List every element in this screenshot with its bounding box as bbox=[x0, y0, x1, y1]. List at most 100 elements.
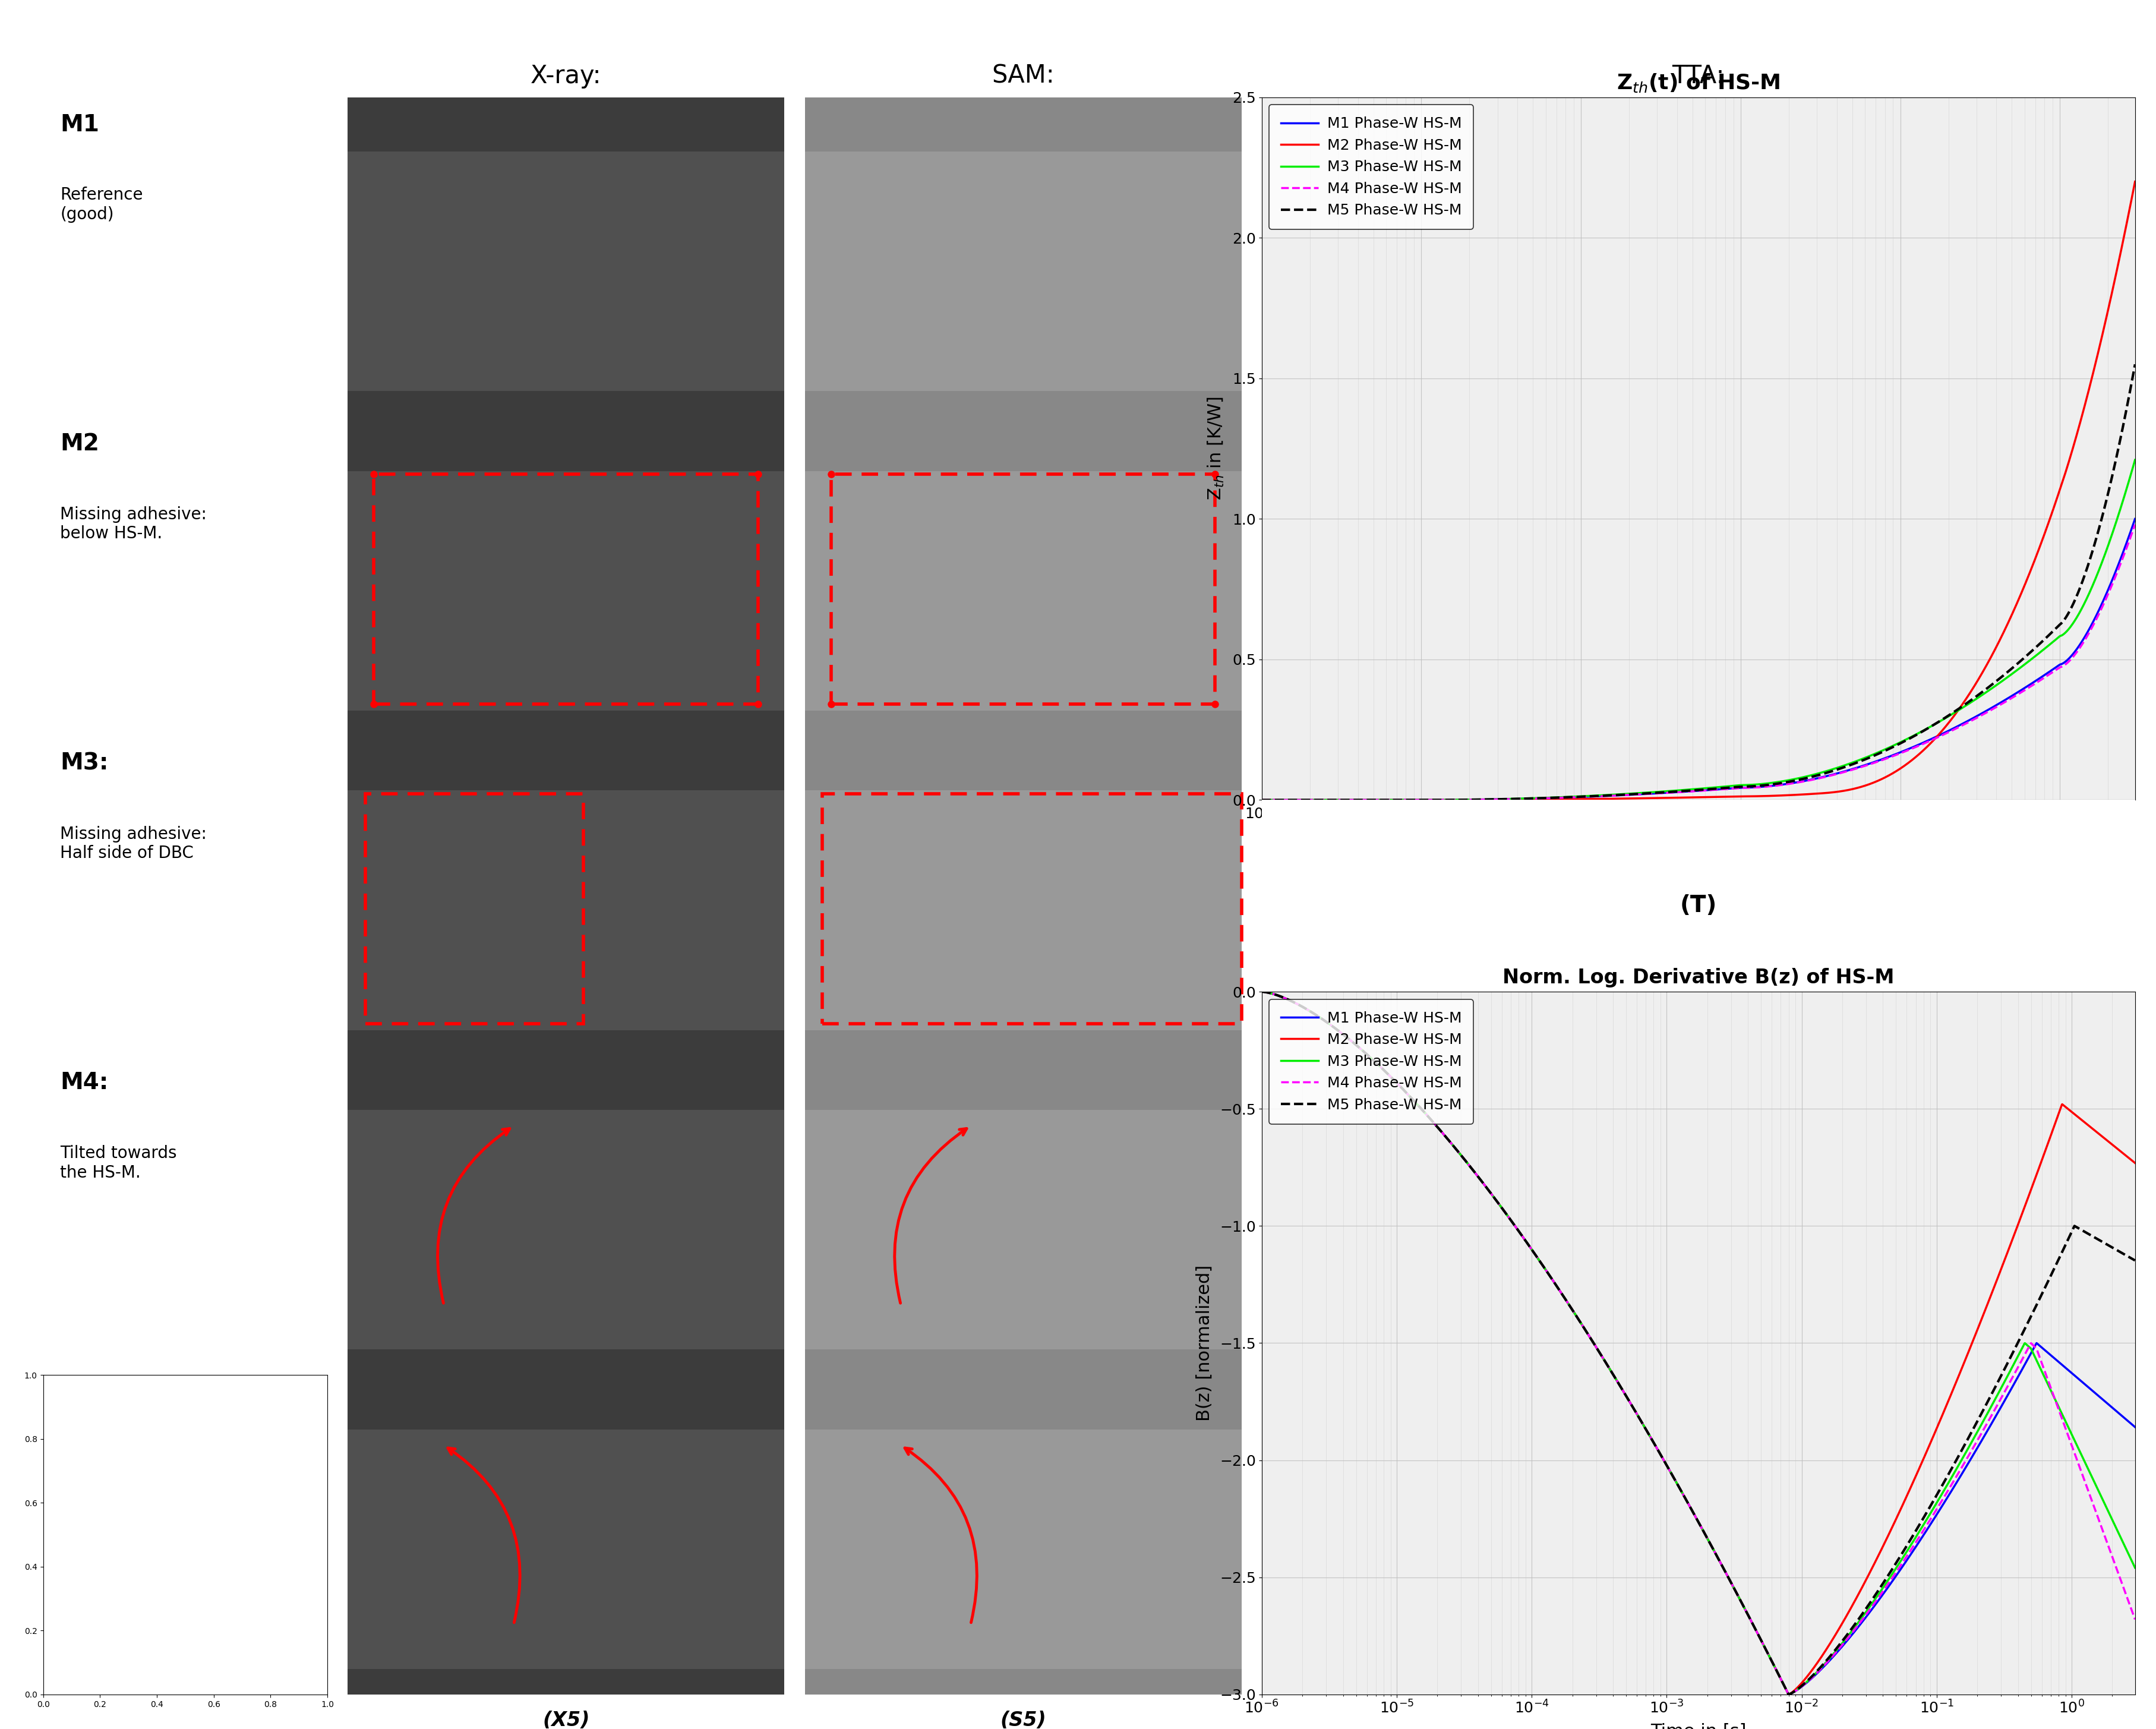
M5 Phase-W HS-M bbox=[1399, 1089, 1425, 1110]
M5 Phase-W HS-M bbox=[1774, 1684, 1800, 1705]
Text: M5:: M5: bbox=[60, 1390, 108, 1414]
M3 Phase-W HS-M bbox=[2009, 655, 2035, 676]
Y-axis label: Z$_{th}$ in [K/W]: Z$_{th}$ in [K/W] bbox=[1205, 396, 1225, 501]
M5 Phase-W HS-M bbox=[2009, 648, 2035, 669]
M4 Phase-W HS-M bbox=[2009, 679, 2035, 700]
Text: (S1): (S1) bbox=[1000, 432, 1046, 453]
M1 Phase-W HS-M bbox=[1774, 1684, 1800, 1705]
Text: (S5): (S5) bbox=[1000, 1710, 1046, 1729]
M2 Phase-W HS-M bbox=[1348, 790, 1373, 811]
M2 Phase-W HS-M bbox=[1399, 790, 1425, 811]
M1 Phase-W HS-M bbox=[1399, 1089, 1425, 1110]
Text: Reference
(good): Reference (good) bbox=[60, 187, 142, 223]
Text: (S2): (S2) bbox=[1000, 752, 1046, 771]
M4 Phase-W HS-M bbox=[1248, 982, 1274, 1003]
Bar bbox=[347, 790, 785, 1030]
M5 Phase-W HS-M bbox=[1583, 1338, 1608, 1359]
Bar bbox=[347, 1110, 785, 1349]
M5 Phase-W HS-M bbox=[2122, 1250, 2147, 1271]
M3 Phase-W HS-M bbox=[1621, 783, 1647, 804]
X-axis label: Time in [s]: Time in [s] bbox=[1649, 1724, 1746, 1729]
M1 Phase-W HS-M bbox=[1583, 1338, 1608, 1359]
M4 Phase-W HS-M bbox=[2122, 1610, 2147, 1630]
M3 Phase-W HS-M bbox=[1583, 785, 1608, 806]
M2 Phase-W HS-M bbox=[1399, 1089, 1425, 1110]
M3 Phase-W HS-M bbox=[1774, 1684, 1800, 1705]
M4 Phase-W HS-M bbox=[1348, 1039, 1373, 1060]
Text: M1: M1 bbox=[60, 114, 99, 137]
M4 Phase-W HS-M bbox=[2122, 514, 2147, 534]
Line: M1 Phase-W HS-M: M1 Phase-W HS-M bbox=[1261, 992, 2134, 1694]
M5 Phase-W HS-M bbox=[1348, 1039, 1373, 1060]
Text: (T): (T) bbox=[1680, 894, 1716, 916]
M1 Phase-W HS-M bbox=[2009, 678, 2035, 699]
M2 Phase-W HS-M bbox=[1583, 1338, 1608, 1359]
Text: M3:: M3: bbox=[60, 752, 108, 775]
Line: M5 Phase-W HS-M: M5 Phase-W HS-M bbox=[1261, 365, 2134, 801]
Text: Missing adhesive:
below HS-M.: Missing adhesive: below HS-M. bbox=[60, 507, 207, 543]
M5 Phase-W HS-M bbox=[2104, 1240, 2130, 1260]
M2 Phase-W HS-M bbox=[1621, 788, 1647, 809]
Text: (S3): (S3) bbox=[1000, 1072, 1046, 1091]
Legend: M1 Phase-W HS-M, M2 Phase-W HS-M, M3 Phase-W HS-M, M4 Phase-W HS-M, M5 Phase-W H: M1 Phase-W HS-M, M2 Phase-W HS-M, M3 Pha… bbox=[1268, 999, 1473, 1124]
M2 Phase-W HS-M bbox=[1774, 1684, 1800, 1705]
M3 Phase-W HS-M bbox=[1248, 790, 1274, 811]
M3 Phase-W HS-M bbox=[1348, 1039, 1373, 1060]
Line: M2 Phase-W HS-M: M2 Phase-W HS-M bbox=[1261, 992, 2134, 1694]
M5 Phase-W HS-M bbox=[1583, 785, 1608, 806]
M3 Phase-W HS-M bbox=[2122, 450, 2147, 470]
M4 Phase-W HS-M bbox=[2104, 1563, 2130, 1584]
M2 Phase-W HS-M bbox=[2009, 577, 2035, 598]
M3 Phase-W HS-M bbox=[2012, 1335, 2037, 1356]
M5 Phase-W HS-M bbox=[2122, 354, 2147, 375]
Line: M2 Phase-W HS-M: M2 Phase-W HS-M bbox=[1261, 182, 2134, 801]
Bar bbox=[804, 1430, 1242, 1668]
Text: Tilted away from
the HS-M.: Tilted away from the HS-M. bbox=[60, 1464, 198, 1501]
M3 Phase-W HS-M bbox=[2122, 1558, 2147, 1579]
Line: M3 Phase-W HS-M: M3 Phase-W HS-M bbox=[1261, 992, 2134, 1694]
M1 Phase-W HS-M bbox=[2104, 1402, 2130, 1423]
M2 Phase-W HS-M bbox=[1621, 1399, 1647, 1420]
M2 Phase-W HS-M bbox=[1348, 1039, 1373, 1060]
M1 Phase-W HS-M bbox=[1348, 790, 1373, 811]
M5 Phase-W HS-M bbox=[1399, 790, 1425, 811]
M2 Phase-W HS-M bbox=[2104, 256, 2130, 277]
M4 Phase-W HS-M bbox=[1348, 790, 1373, 811]
M3 Phase-W HS-M bbox=[1348, 790, 1373, 811]
Line: M4 Phase-W HS-M: M4 Phase-W HS-M bbox=[1261, 992, 2134, 1694]
M1 Phase-W HS-M bbox=[2012, 1356, 2037, 1376]
M5 Phase-W HS-M bbox=[1348, 790, 1373, 811]
M5 Phase-W HS-M bbox=[1621, 1399, 1647, 1420]
Bar bbox=[804, 790, 1242, 1030]
M1 Phase-W HS-M bbox=[2104, 555, 2130, 576]
M5 Phase-W HS-M bbox=[2104, 441, 2130, 462]
M5 Phase-W HS-M bbox=[1248, 790, 1274, 811]
Bar bbox=[804, 152, 1242, 391]
Legend: M1 Phase-W HS-M, M2 Phase-W HS-M, M3 Phase-W HS-M, M4 Phase-W HS-M, M5 Phase-W H: M1 Phase-W HS-M, M2 Phase-W HS-M, M3 Pha… bbox=[1268, 105, 1473, 230]
M2 Phase-W HS-M bbox=[2122, 1153, 2147, 1174]
Bar bbox=[804, 1110, 1242, 1349]
Text: (X4): (X4) bbox=[543, 1390, 589, 1411]
X-axis label: Time in [s]: Time in [s] bbox=[1649, 828, 1746, 845]
M2 Phase-W HS-M bbox=[2012, 1198, 2037, 1219]
M2 Phase-W HS-M bbox=[2104, 1139, 2130, 1160]
Text: (X2): (X2) bbox=[543, 752, 589, 771]
M2 Phase-W HS-M bbox=[1583, 788, 1608, 809]
Text: TTA:: TTA: bbox=[1671, 64, 1725, 88]
M4 Phase-W HS-M bbox=[2104, 560, 2130, 581]
M1 Phase-W HS-M bbox=[1348, 1039, 1373, 1060]
M1 Phase-W HS-M bbox=[1248, 790, 1274, 811]
M4 Phase-W HS-M bbox=[1621, 785, 1647, 806]
M1 Phase-W HS-M bbox=[1399, 790, 1425, 811]
M4 Phase-W HS-M bbox=[1399, 790, 1425, 811]
M5 Phase-W HS-M bbox=[1248, 982, 1274, 1003]
M4 Phase-W HS-M bbox=[1583, 787, 1608, 807]
Text: SAM:: SAM: bbox=[992, 64, 1054, 88]
Line: M5 Phase-W HS-M: M5 Phase-W HS-M bbox=[1261, 992, 2134, 1694]
M5 Phase-W HS-M bbox=[1621, 783, 1647, 804]
M4 Phase-W HS-M bbox=[1774, 1684, 1800, 1705]
Text: (X1): (X1) bbox=[543, 432, 589, 453]
Text: M2: M2 bbox=[60, 432, 99, 455]
M4 Phase-W HS-M bbox=[1399, 1089, 1425, 1110]
M4 Phase-W HS-M bbox=[1621, 1399, 1647, 1420]
